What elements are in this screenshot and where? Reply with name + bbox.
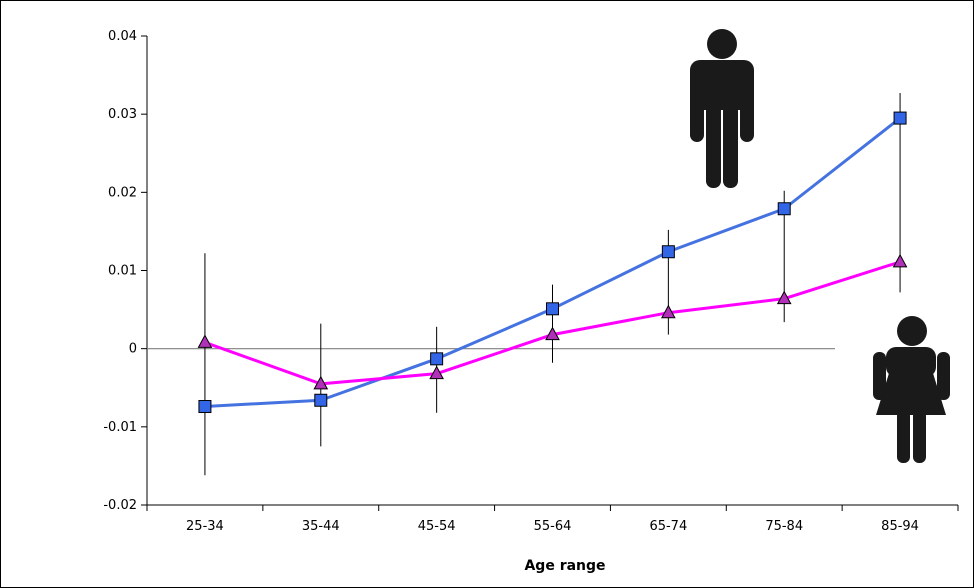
y-tick-label: 0.02	[108, 185, 137, 200]
female-figure-icon	[873, 316, 950, 463]
x-tick-label: 65-74	[649, 519, 687, 534]
y-tick-label: 0.01	[108, 264, 137, 279]
y-tick-label: 0.04	[108, 29, 137, 44]
error-bars	[204, 93, 901, 476]
male-figure-icon	[690, 29, 754, 188]
x-tick-label: 85-94	[881, 519, 919, 534]
data-point-triangle	[429, 365, 444, 380]
data-point-square	[661, 245, 675, 259]
data-point-square	[198, 400, 212, 414]
data-point-square	[430, 352, 444, 366]
x-tick-label: 35-44	[302, 519, 340, 534]
data-point-square	[546, 302, 559, 316]
data-point-triangle	[197, 334, 213, 348]
x-tick-label: 55-64	[534, 519, 572, 534]
series-line-square	[204, 116, 901, 409]
x-tick-label: 75-84	[765, 519, 803, 534]
y-tick-label: -0.01	[103, 420, 137, 435]
data-point-square	[893, 111, 907, 125]
y-tick-label: 0.03	[108, 107, 137, 122]
y-tick-label: -0.02	[103, 498, 137, 513]
data-point-square	[314, 393, 328, 407]
series-lines	[204, 116, 901, 409]
x-tick-label: 25-34	[186, 519, 224, 534]
data-point-triangle	[313, 375, 329, 390]
data-point-triangle	[892, 253, 908, 268]
x-tick-label: 45-54	[418, 519, 456, 534]
data-point-triangle	[545, 326, 560, 341]
x-axis-title: Age range	[524, 558, 605, 574]
x-axis: 25-34 35-44 45-54 55-64 65-74 75-84 85-94	[146, 504, 959, 534]
data-point-triangle	[776, 290, 792, 305]
data-point-square	[777, 202, 791, 216]
y-axis: -0.02 -0.01 0 0.01 0.02 0.03 0.04	[103, 29, 148, 513]
y-tick-label: 0	[129, 342, 137, 357]
data-point-triangle	[661, 304, 676, 319]
series-markers	[197, 111, 908, 414]
